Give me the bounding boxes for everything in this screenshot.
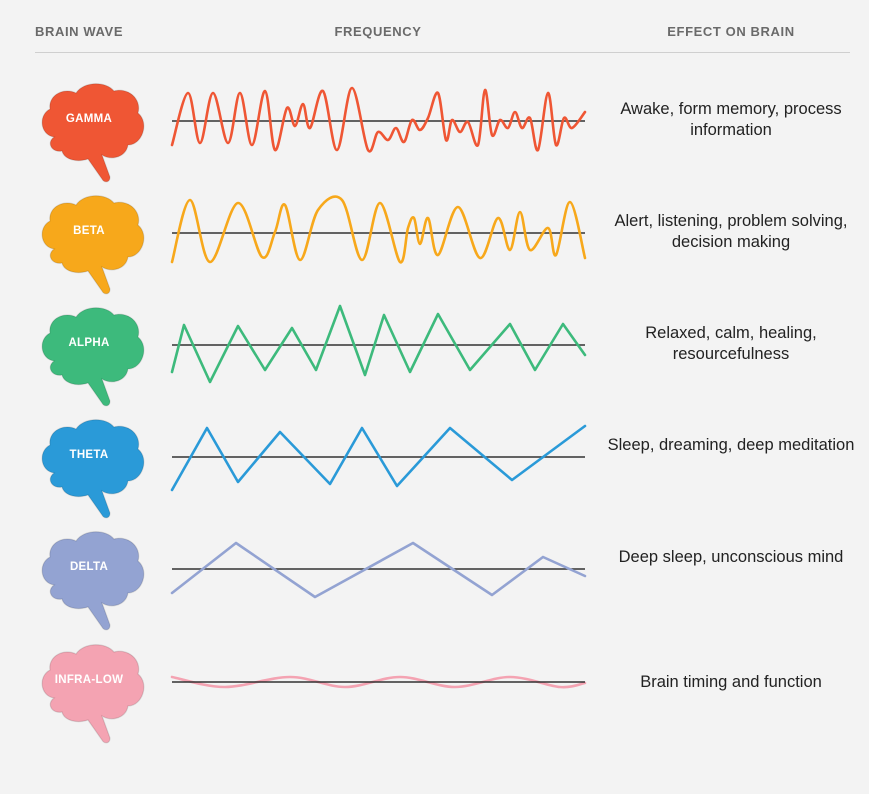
header-divider — [35, 52, 850, 53]
wave-line-delta — [170, 541, 587, 599]
brain-icon: BETA — [30, 191, 148, 295]
wave-line-theta — [170, 424, 587, 492]
wave-line-infra-low — [170, 675, 587, 689]
brain-wave-label: THETA — [69, 449, 109, 461]
brain-wave-label: ALPHA — [68, 337, 110, 349]
effect-text: Sleep, dreaming, deep meditation — [607, 436, 855, 454]
brain-icon: GAMMA — [30, 79, 148, 183]
wave-line-alpha — [170, 304, 587, 384]
wave-row-infra-low: INFRA-LOW Brain timing and function — [0, 644, 869, 794]
column-header-effect: EFFECT ON BRAIN — [667, 24, 795, 39]
brain-icon: THETA — [30, 415, 148, 519]
brain-wave-label: BETA — [73, 225, 105, 237]
wave-line-beta — [170, 195, 587, 264]
brain-wave-label: GAMMA — [65, 113, 113, 125]
brain-wave-label: DELTA — [69, 561, 109, 573]
column-header-frequency: FREQUENCY — [334, 24, 422, 39]
wave-line-gamma — [170, 86, 587, 153]
effect-text: Brain timing and function — [640, 673, 822, 691]
wave-graphics — [170, 86, 587, 689]
effect-text: Awake, form memory, process information — [620, 100, 842, 139]
effect-text: Relaxed, calm, healing, resourcefulness — [645, 324, 817, 363]
wave-row-alpha: ALPHA Relaxed, calm, healing, resourcefu… — [0, 307, 869, 457]
brain-icon: DELTA — [30, 527, 148, 631]
brain-wave-label: INFRA-LOW — [54, 674, 124, 686]
wave-row-gamma: GAMMA Awake, form memory, process inform… — [0, 83, 869, 233]
brain-icon: ALPHA — [30, 303, 148, 407]
wave-row-theta: THETA Sleep, dreaming, deep meditation — [0, 419, 869, 569]
wave-row-beta: BETA Alert, listening, problem solving, … — [0, 195, 869, 345]
effect-text: Deep sleep, unconscious mind — [618, 548, 844, 566]
brain-icon: INFRA-LOW — [30, 640, 148, 744]
wave-row-delta: DELTA Deep sleep, unconscious mind — [0, 531, 869, 681]
column-header-brain-wave: BRAIN WAVE — [35, 24, 124, 39]
effect-text: Alert, listening, problem solving, decis… — [614, 212, 848, 251]
